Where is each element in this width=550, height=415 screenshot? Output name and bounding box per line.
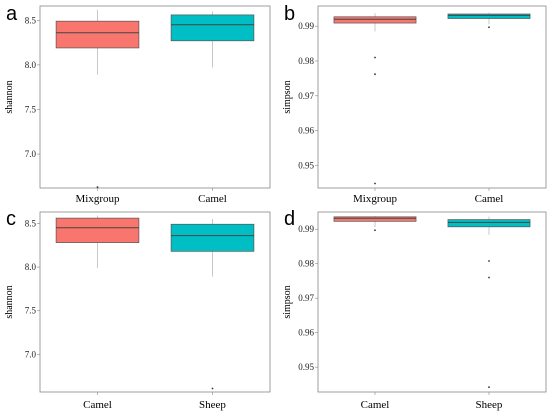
box-sheep: [170, 218, 255, 390]
x-tick-label: Sheep: [476, 399, 503, 411]
box-sheep: [447, 216, 531, 389]
x-tick-label: Camel: [83, 399, 112, 411]
y-tick-label: 0.95: [298, 160, 314, 170]
y-tick-label: 8.0: [25, 262, 37, 272]
x-tick-label: Camel: [198, 193, 227, 205]
y-axis-label: simpson: [282, 80, 293, 113]
panel-letter-b: b: [284, 3, 295, 25]
x-tick-label: Mixgroup: [353, 193, 398, 205]
plot-frame: [39, 5, 271, 189]
iqr-box: [55, 20, 140, 49]
y-tick-label: 0.96: [298, 126, 314, 136]
panels: 7.0 7.5 8.0 8.5 shannon Mixgroup Camel 0.95 0.96…: [4, 5, 547, 411]
panel-c: 7.0 7.5 8.0 8.5 shannon Camel Sheep: [4, 211, 271, 411]
box-camel: [447, 12, 531, 29]
outlier-point: [488, 276, 490, 279]
y-tick-label: 0.97: [298, 91, 314, 101]
panel-d: 0.95 0.96 0.97 0.98 0.99 simpson Camel Sheep: [282, 211, 547, 411]
outlier-point: [211, 387, 214, 390]
x-tick-label: Sheep: [199, 399, 226, 411]
x-tick-label: Camel: [475, 193, 504, 205]
y-tick-label: 0.98: [298, 259, 314, 269]
panel-b: 0.95 0.96 0.97 0.98 0.99 simpson Mixgroup Camel: [282, 5, 547, 205]
y-tick-label: 0.98: [298, 56, 314, 66]
plot-frame: [39, 211, 271, 393]
outlier-point: [374, 73, 376, 76]
outlier-point: [374, 56, 376, 59]
y-axis-label: simpson: [282, 285, 293, 318]
y-tick-label: 7.5: [25, 306, 37, 316]
plot-frame: [317, 5, 547, 189]
panel-letter-a: a: [6, 3, 18, 25]
y-tick-label: 0.97: [298, 293, 314, 303]
iqr-box: [170, 223, 255, 252]
x-tick-label: Camel: [361, 399, 390, 411]
iqr-box: [55, 217, 140, 243]
y-tick-label: 7.0: [25, 349, 37, 359]
y-tick-label: 0.99: [298, 21, 314, 31]
x-tick-label: Mixgroup: [76, 193, 121, 205]
box-mixgroup: [55, 9, 140, 189]
box-camel: [55, 215, 140, 268]
y-tick-label: 8.5: [25, 15, 37, 25]
outlier-point: [374, 229, 376, 232]
iqr-box: [447, 219, 531, 228]
outlier-point: [96, 186, 99, 189]
plot-frame: [317, 211, 547, 393]
box-mixgroup: [333, 13, 417, 185]
y-tick-label: 8.5: [25, 218, 37, 228]
y-tick-label: 8.0: [25, 60, 37, 70]
iqr-box: [333, 16, 417, 24]
iqr-box: [333, 216, 417, 222]
iqr-box: [170, 14, 255, 42]
box-camel: [170, 11, 255, 68]
box-camel: [333, 216, 417, 232]
y-tick-label: 7.0: [25, 149, 37, 159]
y-tick-label: 0.95: [298, 362, 314, 372]
y-tick-label: 0.99: [298, 224, 314, 234]
panel-letter-c: c: [6, 208, 16, 230]
y-tick-label: 7.5: [25, 104, 37, 114]
iqr-box: [447, 13, 531, 19]
y-axis-label: shannon: [4, 80, 15, 113]
panel-a: 7.0 7.5 8.0 8.5 shannon Mixgroup Camel: [4, 5, 271, 205]
y-tick-label: 0.96: [298, 328, 314, 338]
y-axis-label: shannon: [4, 285, 15, 318]
outlier-point: [374, 182, 376, 185]
panel-letter-d: d: [284, 208, 295, 230]
outlier-point: [488, 386, 490, 389]
outlier-point: [488, 260, 490, 262]
outlier-point: [488, 26, 490, 29]
